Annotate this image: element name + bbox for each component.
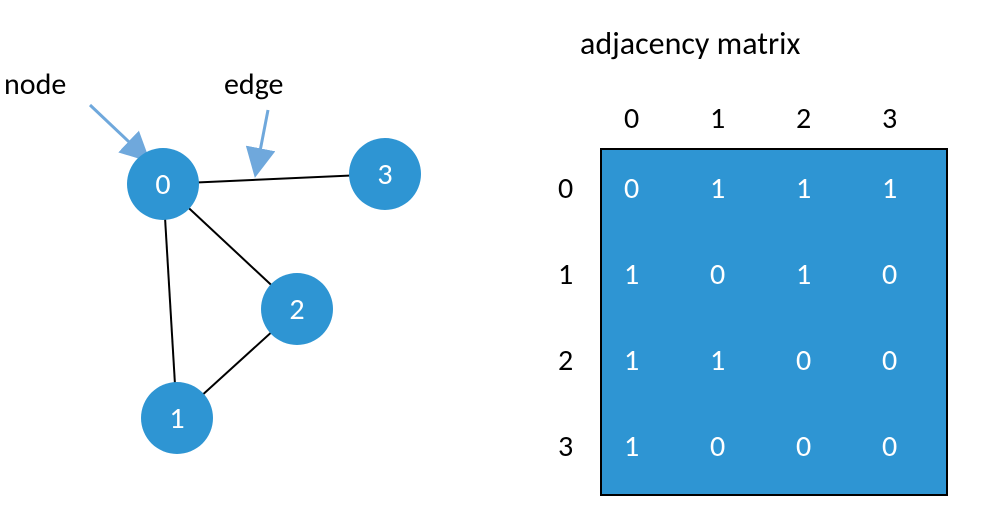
matrix-row-header: 2 — [558, 342, 573, 379]
matrix-row-header: 0 — [558, 170, 573, 207]
graph-node-label: 3 — [377, 156, 392, 193]
node-annotation-arrow — [90, 105, 146, 158]
matrix-cell: 1 — [796, 170, 811, 207]
matrix-cell: 0 — [882, 256, 897, 293]
matrix-cell: 1 — [710, 170, 725, 207]
graph-node-0: 0 — [127, 148, 199, 220]
matrix-cell: 1 — [882, 170, 897, 207]
matrix-col-header: 1 — [710, 100, 725, 137]
graph-node-1: 1 — [141, 382, 213, 454]
matrix-cell: 0 — [796, 342, 811, 379]
graph-node-label: 0 — [155, 166, 170, 203]
diagram-canvas: 0 1 2 3 node edge adjacency matrix 0 1 2 3 0 1 2… — [0, 0, 998, 526]
matrix-row-header: 1 — [558, 256, 573, 293]
matrix-col-header: 3 — [882, 100, 897, 137]
matrix-cell: 1 — [624, 256, 639, 293]
matrix-cell: 1 — [796, 256, 811, 293]
matrix-cell: 1 — [624, 428, 639, 465]
matrix-cell: 1 — [710, 342, 725, 379]
edge-annotation-label: edge — [224, 66, 284, 103]
graph-node-2: 2 — [261, 273, 333, 345]
graph-node-label: 2 — [289, 291, 304, 328]
matrix-col-header: 2 — [796, 100, 811, 137]
matrix-cell: 1 — [624, 342, 639, 379]
matrix-row-header: 3 — [558, 428, 573, 465]
matrix-cell: 0 — [882, 342, 897, 379]
matrix-cell: 0 — [710, 256, 725, 293]
node-annotation-label: node — [4, 66, 66, 103]
edge-annotation-arrow — [256, 110, 268, 172]
matrix-title: adjacency matrix — [580, 24, 800, 63]
graph-node-3: 3 — [349, 138, 421, 210]
graph-node-label: 1 — [169, 400, 184, 437]
matrix-cell: 0 — [882, 428, 897, 465]
matrix-cell: 0 — [796, 428, 811, 465]
matrix-col-header: 0 — [624, 100, 639, 137]
matrix-cell: 0 — [624, 170, 639, 207]
matrix-cell: 0 — [710, 428, 725, 465]
